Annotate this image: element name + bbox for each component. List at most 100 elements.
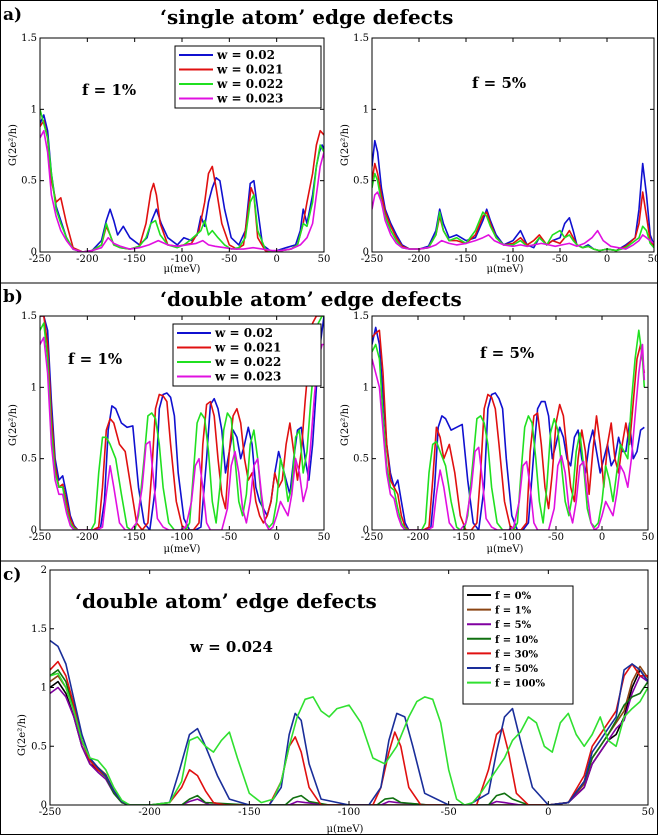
y-tick-label: 0 [41, 800, 47, 811]
y-tick-label: 0 [31, 525, 37, 536]
x-tick-label: 50 [318, 254, 331, 265]
x-tick-label: -100 [502, 254, 524, 265]
legend-label: f = 10% [495, 635, 539, 646]
series-line-3 [40, 109, 324, 252]
y-axis-label: G(2e²/h) [340, 124, 351, 166]
x-tick-label: 0 [604, 254, 610, 265]
y-axis-label: G(2e²/h) [17, 714, 28, 756]
panel-c-param: w = 0.024 [189, 638, 273, 656]
y-axis-label: G(2e²/h) [8, 404, 19, 446]
y-tick-label: 1 [363, 382, 369, 393]
x-tick-label: -100 [171, 532, 193, 543]
x-tick-label: 50 [642, 807, 655, 818]
y-tick-label: 1.5 [21, 311, 37, 322]
chart-b-right: -250 -200 -150 -100 -50 0 50 0 0.5 1 1.5 μ(meV) G(2e… [340, 311, 654, 555]
y-tick-label: 1 [41, 683, 47, 694]
legend-label: f = 1% [495, 606, 532, 617]
legend-label: w = 0.02 [214, 326, 273, 340]
x-axis-label: μ(meV) [487, 544, 524, 555]
x-tick-label: -150 [123, 532, 145, 543]
plot-area [371, 37, 655, 253]
legend-label: w = 0.021 [216, 63, 283, 77]
chart-annotation: f = 1% [82, 81, 136, 99]
y-tick-label: 0.5 [353, 176, 369, 187]
x-tick-label: -100 [499, 532, 521, 543]
y-tick-label: 1.5 [31, 624, 47, 635]
x-tick-label: 0 [273, 254, 279, 265]
legend-label: f = 30% [495, 649, 539, 660]
x-axis-label: μ(meV) [487, 264, 524, 275]
y-tick-label: 1 [31, 382, 37, 393]
panel-c-label: c) [3, 565, 21, 585]
chart-annotation: f = 5% [472, 74, 526, 92]
panel-b-title: ‘double atom’ edge defects [160, 287, 462, 311]
y-tick-label: 0.5 [31, 741, 47, 752]
x-axis-label: μ(meV) [164, 544, 201, 555]
x-tick-label: -250 [361, 532, 383, 543]
x-tick-label: -200 [76, 254, 98, 265]
x-tick-label: -50 [552, 254, 568, 265]
legend-label: f = 5% [495, 620, 532, 631]
x-tick-label: -250 [39, 807, 61, 818]
series-line-1 [372, 326, 645, 530]
y-tick-label: 0 [363, 525, 369, 536]
y-axis-label: G(2e²/h) [8, 124, 19, 166]
series-line-6 [50, 639, 648, 805]
legend-label: f = 50% [495, 664, 539, 675]
chart-annotation: f = 1% [68, 350, 122, 368]
x-tick-label: -150 [123, 254, 145, 265]
x-tick-label: -200 [76, 532, 98, 543]
panel-b-label: b) [3, 287, 23, 307]
x-tick-label: 0 [599, 532, 605, 543]
x-tick-label: -100 [338, 807, 360, 818]
series-line-4 [372, 191, 654, 250]
x-tick-label: 50 [648, 254, 658, 265]
x-tick-label: -250 [361, 254, 383, 265]
legend-label: w = 0.022 [216, 77, 283, 91]
x-tick-label: -150 [453, 532, 475, 543]
x-tick-label: -50 [221, 254, 237, 265]
legend-label: w = 0.021 [214, 341, 281, 355]
y-tick-label: 1.5 [353, 311, 369, 322]
legend-label: w = 0.023 [214, 370, 281, 384]
x-tick-label: -200 [408, 254, 430, 265]
series-line-4 [372, 343, 646, 530]
series-line-4 [40, 336, 324, 530]
panel-a-title: ‘single atom’ edge defects [160, 5, 453, 29]
series-line-3 [40, 316, 324, 530]
panel-a-label: a) [3, 5, 22, 25]
chart-c: -250 -200 -150 -100 -50 0 50 0 0.5 1 1.5 2 μ(meV) G(2… [17, 565, 654, 835]
legend-label: w = 0.023 [216, 92, 283, 106]
x-tick-label: 0 [545, 807, 551, 818]
y-tick-label: 0.5 [353, 454, 369, 465]
x-tick-label: -250 [29, 254, 51, 265]
legend-label: w = 0.022 [214, 355, 281, 369]
x-tick-label: -150 [238, 807, 260, 818]
legend-label: f = 0% [495, 591, 532, 602]
chart-b-left: -250 -200 -150 -100 -50 0 50 0 0.5 1 1.5 μ(meV) G(2e… [8, 311, 330, 555]
x-tick-label: -50 [548, 532, 564, 543]
y-tick-label: 1.5 [21, 33, 37, 44]
legend-label: f = 100% [495, 679, 546, 690]
y-axis-label: G(2e²/h) [340, 404, 351, 446]
chart-a-left: -250 -200 -150 -100 -50 0 50 0 0.5 1 1.5 μ(meV) G(2e… [8, 33, 330, 275]
legend: f = 0% f = 1% f = 5% f = 10% f = 30% f = 50% f… [462, 585, 574, 705]
y-tick-label: 1 [31, 104, 37, 115]
x-tick-label: -150 [455, 254, 477, 265]
series-line-3 [50, 674, 648, 805]
x-tick-label: -50 [221, 532, 237, 543]
x-tick-label: 50 [318, 532, 331, 543]
x-axis-label: μ(meV) [327, 824, 364, 835]
series-line-2 [40, 316, 324, 530]
y-tick-label: 0.5 [21, 454, 37, 465]
x-tick-label: -50 [441, 807, 457, 818]
legend-label: w = 0.02 [216, 48, 275, 62]
y-tick-label: 1 [363, 104, 369, 115]
legend-box [462, 585, 574, 705]
series-line-1 [372, 139, 654, 252]
series-line-2 [40, 119, 324, 252]
x-tick-label: 0 [273, 532, 279, 543]
